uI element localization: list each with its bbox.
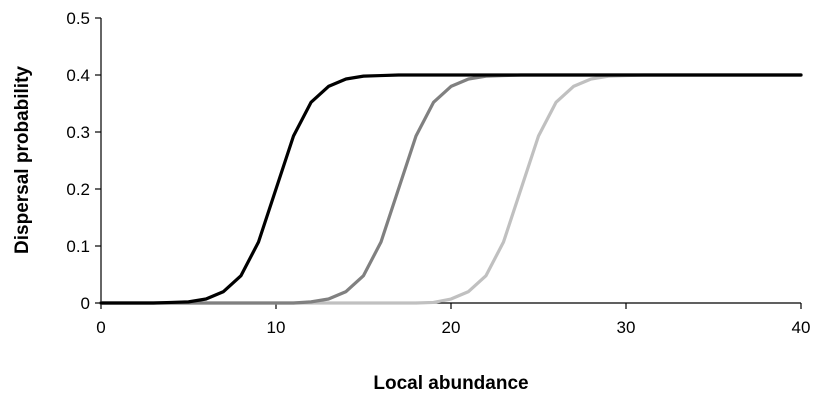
y-tick-label: 0.2 xyxy=(66,180,90,199)
y-tick-label: 0.4 xyxy=(66,66,90,85)
x-tick-label: 20 xyxy=(442,318,461,337)
series-line-3 xyxy=(99,73,803,305)
tick-labels: 0 0.1 0.2 0.3 0.4 0.5 0 10 20 30 40 xyxy=(66,9,810,337)
y-tick-label: 0 xyxy=(81,294,90,313)
series-layer xyxy=(99,73,803,305)
x-tick-label: 30 xyxy=(617,318,636,337)
x-tick-label: 0 xyxy=(96,318,105,337)
y-tick-label: 0.5 xyxy=(66,9,90,28)
series-line-2 xyxy=(99,73,803,305)
series-line-1 xyxy=(99,73,803,305)
y-axis-title: Dispersal probability xyxy=(12,66,33,254)
x-axis-title: Local abundance xyxy=(373,373,528,394)
y-tick-label: 0.3 xyxy=(66,123,90,142)
x-tick-label: 10 xyxy=(267,318,286,337)
axes xyxy=(95,17,802,309)
x-tick-label: 40 xyxy=(792,318,811,337)
y-tick-label: 0.1 xyxy=(66,237,90,256)
